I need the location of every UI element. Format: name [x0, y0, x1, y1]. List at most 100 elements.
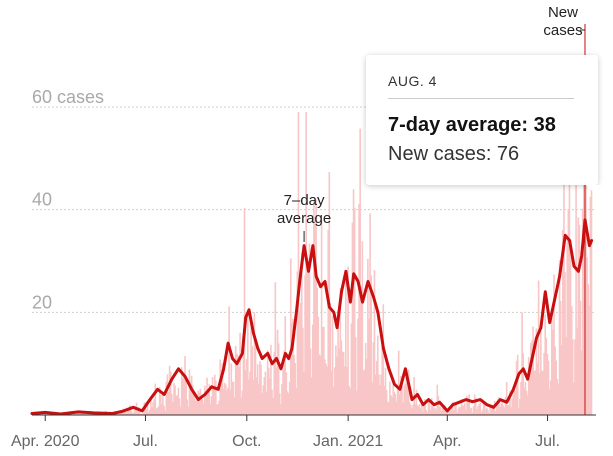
new-cases-bar — [582, 112, 585, 415]
new-cases-bar — [476, 409, 478, 415]
x-axis: Apr. 2020 Jul. Oct. Jan. 2021 Apr. Jul. — [11, 414, 596, 450]
new-cases-bar — [437, 395, 440, 415]
new-cases-bar — [379, 384, 381, 415]
new-cases-bar — [534, 370, 537, 415]
new-cases-bar — [128, 410, 130, 415]
new-cases-bar — [460, 399, 463, 415]
new-cases-bar — [362, 371, 365, 415]
new-cases-bar — [229, 389, 231, 415]
new-cases-bar — [315, 199, 317, 415]
tooltip-new-cases: New cases: 76 — [388, 143, 520, 165]
y-tick-label: 20 — [32, 292, 52, 312]
new-cases-bar — [241, 390, 244, 415]
new-cases-bar — [440, 410, 443, 415]
new-cases-bar — [165, 381, 168, 415]
new-cases-bar — [247, 314, 249, 415]
new-cases-bar — [479, 402, 482, 415]
new-cases-bar — [340, 340, 343, 415]
new-cases-bar — [76, 413, 78, 415]
new-cases-bar — [320, 219, 323, 415]
new-cases-bar — [115, 413, 118, 415]
new-cases-bar — [248, 379, 250, 415]
new-cases-bar — [176, 395, 179, 415]
new-cases-bar — [448, 410, 451, 415]
new-cases-bar — [180, 367, 183, 415]
new-cases-bar — [256, 364, 259, 415]
new-cases-bar — [226, 390, 228, 415]
new-cases-bar — [564, 272, 566, 415]
new-cases-bar — [195, 400, 197, 415]
new-cases-bar — [563, 167, 565, 415]
new-cases-bar — [391, 397, 393, 415]
new-cases-bar — [423, 404, 425, 415]
new-cases-bar — [341, 351, 344, 415]
new-cases-bar — [174, 385, 176, 415]
new-cases-bar — [478, 403, 480, 415]
new-cases-bar — [501, 400, 504, 415]
new-cases-bar — [234, 345, 237, 415]
new-cases-bar — [197, 390, 200, 415]
new-cases-bar — [184, 356, 186, 415]
new-cases-bar — [427, 399, 430, 415]
new-cases-bar — [183, 373, 185, 415]
new-cases-bar — [520, 381, 522, 415]
new-cases-bar — [339, 287, 342, 415]
new-cases-bar — [508, 405, 510, 415]
new-cases-bar — [468, 394, 471, 415]
new-cases-bar — [291, 323, 293, 415]
new-cases-bar — [574, 339, 576, 415]
new-cases-bar — [504, 397, 507, 415]
new-cases-bar — [283, 350, 285, 415]
new-cases-bar — [535, 328, 538, 415]
new-cases-bar — [512, 394, 515, 415]
new-cases-bar — [196, 399, 198, 415]
new-cases-bar — [85, 413, 87, 415]
new-cases-bar — [152, 402, 154, 415]
new-cases-bar — [505, 381, 508, 415]
new-cases-bar — [373, 270, 376, 415]
x-tick-label: Jul. — [535, 433, 560, 450]
new-cases-bar — [83, 413, 86, 415]
new-cases-bar — [526, 395, 529, 415]
new-cases-bar — [278, 393, 281, 415]
new-cases-bar — [259, 361, 261, 415]
new-cases-bar — [237, 354, 239, 415]
new-cases-bar — [86, 413, 88, 415]
new-cases-bar — [458, 406, 461, 415]
new-cases-bar — [240, 397, 242, 415]
new-cases-bar — [239, 332, 241, 415]
new-cases-bar — [560, 344, 563, 415]
new-cases-bar — [393, 391, 396, 415]
new-cases-bar — [166, 374, 169, 415]
x-tick-label: Jan. 2021 — [313, 433, 383, 450]
new-cases-bar — [352, 189, 355, 415]
seven-day-average-label: average — [277, 210, 331, 227]
new-cases-bar — [348, 386, 350, 415]
new-cases-bar — [351, 222, 354, 415]
new-cases-bar — [206, 377, 208, 415]
new-cases-bar — [323, 326, 325, 415]
new-cases-bar — [191, 385, 194, 415]
new-cases-bar — [121, 413, 124, 415]
new-cases-bar — [243, 207, 246, 415]
new-cases-bar — [429, 410, 432, 415]
new-cases-bar — [531, 340, 533, 415]
new-cases-bar — [328, 172, 331, 415]
new-cases-bar — [276, 329, 279, 415]
new-cases-bar — [571, 339, 574, 415]
new-cases-bar — [79, 413, 82, 415]
new-cases-bar — [570, 306, 573, 415]
new-cases-bar — [363, 369, 366, 415]
new-cases-bar — [310, 377, 313, 415]
new-cases-bar — [451, 401, 454, 415]
new-cases-bar — [454, 404, 456, 415]
new-cases-bar — [156, 407, 159, 415]
new-cases-bar — [275, 367, 278, 415]
new-cases-bar — [272, 397, 274, 415]
new-cases-bar — [316, 287, 319, 415]
new-cases-bar — [388, 402, 390, 415]
new-cases-bar — [177, 387, 180, 415]
new-cases-bar — [529, 365, 531, 415]
new-cases-bar — [399, 394, 401, 415]
new-cases-bar — [216, 404, 218, 415]
